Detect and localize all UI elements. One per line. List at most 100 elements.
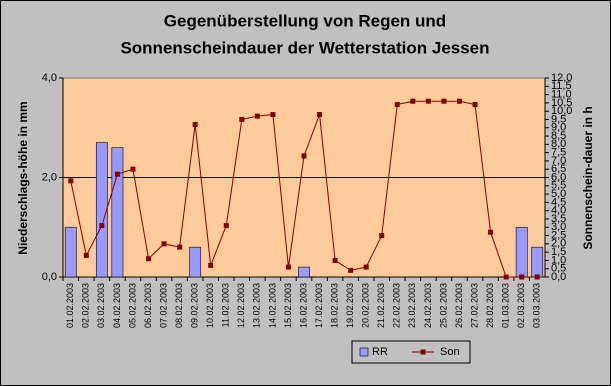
marker <box>99 223 105 229</box>
marker <box>301 153 307 159</box>
y2-tick-label: 1,5 <box>551 246 566 258</box>
y2-tick-label: 8,0 <box>551 138 566 150</box>
x-tick-label: 03.03.2003 <box>532 283 542 328</box>
x-tick-label: 14.02.2003 <box>267 283 277 328</box>
y2-tick-label: 1,0 <box>551 254 566 266</box>
x-tick-label: 10.02.2003 <box>205 283 215 328</box>
marker <box>425 98 431 104</box>
y2-tick-label: 0,0 <box>551 271 566 283</box>
bar <box>95 142 108 278</box>
x-tick-label: 06.02.2003 <box>143 283 153 328</box>
y2-tick-label: 9,5 <box>551 113 566 125</box>
bar <box>189 246 202 278</box>
bar <box>531 246 544 278</box>
y2-tick-label: 11,0 <box>551 88 572 100</box>
x-tick-label: 26.02.2003 <box>454 283 464 328</box>
y-axis-title: Niederschlags-höhe in mm <box>16 101 30 254</box>
x-tick-label: 20.02.2003 <box>361 283 371 328</box>
marker <box>208 262 214 268</box>
y2-axis-title: Sonnenschein-dauer in h <box>581 106 595 249</box>
y2-tick-label: 7,0 <box>551 155 566 167</box>
marker <box>254 113 260 119</box>
y2-tick-label: 2,5 <box>551 229 566 241</box>
y2-tick-label: 4,5 <box>551 196 566 208</box>
legend-swatch <box>359 347 369 357</box>
x-tick-label: 25.02.2003 <box>438 283 448 328</box>
legend-swatch <box>420 349 426 355</box>
marker <box>317 111 323 117</box>
x-tick-label: 01.03.2003 <box>501 283 511 328</box>
x-tick-label: 04.02.2003 <box>112 283 122 328</box>
marker <box>519 274 525 280</box>
x-tick-label: 19.02.2003 <box>345 283 355 328</box>
y2-tick-label: 5,0 <box>551 188 566 200</box>
x-tick-label: 17.02.2003 <box>314 283 324 328</box>
x-tick-label: 12.02.2003 <box>236 283 246 328</box>
x-tick-label: 23.02.2003 <box>407 283 417 328</box>
marker <box>146 256 152 262</box>
marker <box>488 229 494 235</box>
chart-title: Sonnenscheindauer der Wetterstation Jess… <box>120 38 489 57</box>
x-tick-label: 02.03.2003 <box>516 283 526 328</box>
x-tick-label: 22.02.2003 <box>392 283 402 328</box>
x-tick-label: 15.02.2003 <box>283 283 293 328</box>
y2-tick-label: 8,5 <box>551 130 566 142</box>
marker <box>410 98 416 104</box>
x-tick-label: 18.02.2003 <box>329 283 339 328</box>
marker <box>177 244 183 250</box>
bar <box>515 226 528 278</box>
y2-tick-label: 9,0 <box>551 122 566 134</box>
x-tick-label: 21.02.2003 <box>376 283 386 328</box>
y2-tick-label: 2,0 <box>551 238 566 250</box>
x-tick-label: 07.02.2003 <box>158 283 168 328</box>
x-tick-label: 08.02.2003 <box>174 283 184 328</box>
marker <box>285 264 291 270</box>
marker <box>223 223 229 229</box>
marker <box>114 171 120 177</box>
y-tick-label: 4,0 <box>42 72 57 84</box>
y2-tick-label: 3,5 <box>551 213 566 225</box>
marker <box>394 102 400 108</box>
marker <box>270 111 276 117</box>
bar <box>111 147 124 278</box>
legend <box>351 340 471 364</box>
marker <box>68 178 74 184</box>
y2-tick-label: 7,5 <box>551 147 566 159</box>
y2-tick-label: 6,5 <box>551 163 566 175</box>
y2-tick-label: 11,5 <box>551 80 572 92</box>
x-tick-label: 03.02.2003 <box>96 283 106 328</box>
y2-tick-label: 3,0 <box>551 221 566 233</box>
marker <box>441 98 447 104</box>
x-tick-label: 16.02.2003 <box>298 283 308 328</box>
x-tick-label: 28.02.2003 <box>485 283 495 328</box>
marker <box>130 166 136 172</box>
y2-tick-label: 10,0 <box>551 105 572 117</box>
marker <box>83 252 89 258</box>
chart-title: Gegenüberstellung von Regen und <box>164 11 446 30</box>
marker <box>161 241 167 247</box>
marker <box>192 121 198 127</box>
x-tick-label: 02.02.2003 <box>81 283 91 328</box>
marker <box>363 264 369 270</box>
marker <box>332 257 338 263</box>
y2-tick-label: 6,0 <box>551 171 566 183</box>
x-tick-label: 05.02.2003 <box>127 283 137 328</box>
marker <box>503 274 509 280</box>
x-tick-label: 01.02.2003 <box>65 283 75 328</box>
y2-tick-label: 12,0 <box>551 72 572 84</box>
y2-tick-label: 0,5 <box>551 263 566 275</box>
y-tick-label: 2,0 <box>42 171 57 183</box>
bar <box>298 266 310 278</box>
x-tick-label: 13.02.2003 <box>252 283 262 328</box>
marker <box>472 102 478 108</box>
marker <box>348 267 354 273</box>
marker <box>379 233 385 239</box>
marker <box>534 274 540 280</box>
x-tick-label: 11.02.2003 <box>221 283 231 327</box>
y2-tick-label: 4,0 <box>551 205 566 217</box>
y2-tick-label: 5,5 <box>551 180 566 192</box>
x-tick-label: 24.02.2003 <box>423 283 433 328</box>
legend-label: Son <box>440 346 460 358</box>
x-tick-label: 27.02.2003 <box>469 283 479 328</box>
